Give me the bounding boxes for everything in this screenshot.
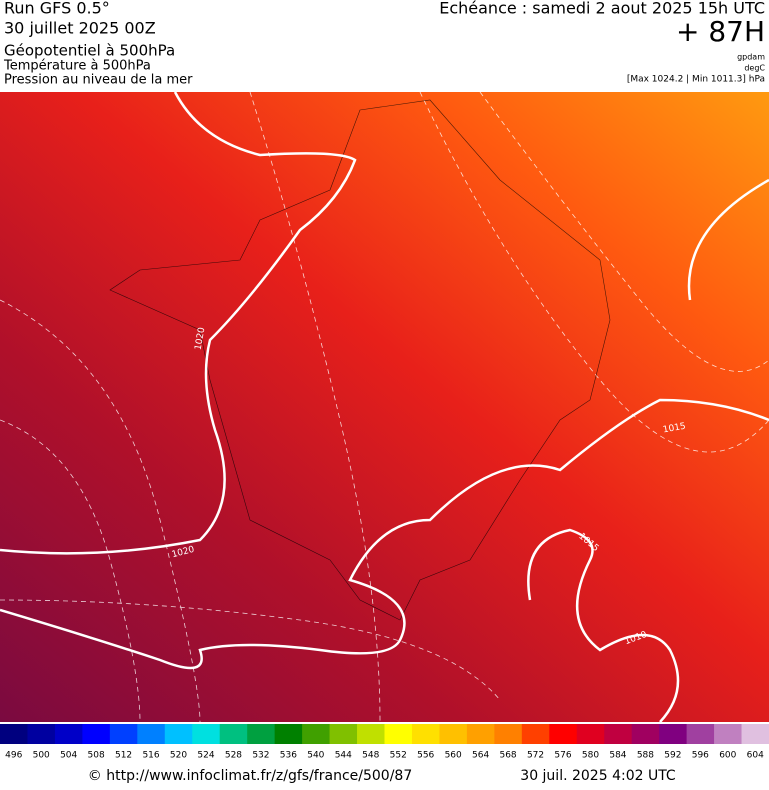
colorbar-tick-label: 556 [417, 751, 434, 761]
contour-label: 1015 [662, 422, 686, 436]
colorbar-tick-label: 584 [609, 751, 626, 761]
colorbar-swatch [164, 724, 193, 744]
generated-time: 30 juil. 2025 4:02 UTC [520, 768, 676, 784]
coastline [109, 99, 611, 621]
colorbar-swatch [54, 724, 83, 744]
valid-time: Echéance : samedi 2 aout 2025 15h UTC [439, 0, 765, 18]
map: 1020 1020 1015 1015 1010 [0, 91, 769, 723]
colorbar-swatch [109, 724, 138, 744]
colorbar-swatch [137, 724, 166, 744]
colorbar-swatch [439, 724, 468, 744]
colorbar-tick-label: 604 [747, 751, 764, 761]
colorbar-swatch [274, 724, 303, 744]
temperature-field [0, 92, 769, 722]
colorbar-tick-label: 536 [280, 751, 297, 761]
colorbar-swatch [384, 724, 413, 744]
colorbar-tick-label: 588 [637, 751, 654, 761]
colorbar-swatch [714, 724, 743, 744]
colorbar-tick-label: 568 [499, 751, 516, 761]
colorbar-swatch [247, 724, 276, 744]
colorbar-tick-label: 596 [692, 751, 709, 761]
colorbar-tick-label: 512 [115, 751, 132, 761]
colorbar-tick-label: 564 [472, 751, 489, 761]
colorbar-swatch [82, 724, 111, 744]
colorbar-tick-label: 508 [88, 751, 105, 761]
colorbar-swatch [549, 724, 578, 744]
colorbar-tick-label: 560 [445, 751, 462, 761]
colorbar-tick-label: 504 [60, 751, 77, 761]
colorbar-swatch [302, 724, 331, 744]
field: Géopotentiel à 500hPa [4, 42, 175, 60]
colorbar-swatch [659, 724, 688, 744]
colorbar-swatch [494, 724, 523, 744]
contour-label: 1020 [194, 326, 208, 351]
colorbar-tick-label: 540 [307, 751, 324, 761]
unit: degC [744, 64, 765, 73]
colorbar-tick-label: 552 [390, 751, 407, 761]
colorbar: 496 500 504 508 512 516 520 524 528 532 536 540 544 5… [0, 724, 769, 761]
geopotential-contours [0, 91, 769, 723]
colorbar-tick-label: 520 [170, 751, 187, 761]
colorbar-tick-label: 576 [554, 751, 571, 761]
colorbar-swatch [576, 724, 605, 744]
colorbar-swatch [521, 724, 550, 744]
run: Run GFS 0.5° [4, 0, 110, 18]
colorbar-swatch [631, 724, 660, 744]
colorbar-tick-label: 528 [225, 751, 242, 761]
colorbar-tick-label: 548 [362, 751, 379, 761]
pressure-isobars [0, 91, 769, 723]
colorbar-swatch [0, 724, 28, 744]
colorbar-tick-label: 516 [142, 751, 159, 761]
colorbar-tick-label: 500 [33, 751, 50, 761]
colorbar-swatch [741, 724, 769, 744]
pressure-range: [Max 1024.2 | Min 1011.3] hPa [627, 75, 765, 85]
colorbar-tick-label: 532 [252, 751, 269, 761]
run-date: 30 juillet 2025 00Z [4, 19, 156, 38]
colorbar-swatch [686, 724, 715, 744]
colorbar-swatch [357, 724, 385, 744]
colorbar-swatch [604, 724, 633, 744]
field: Pression au niveau de la mer [4, 73, 193, 88]
colorbar-swatch [466, 724, 495, 744]
source: © http://www.infoclimat.fr/z/gfs/france/… [88, 768, 412, 784]
colorbar-tick-label: 592 [664, 751, 681, 761]
colorbar-swatch [27, 724, 56, 744]
colorbar-swatch [329, 724, 358, 744]
colorbar-tick-label: 496 [5, 751, 22, 761]
colorbar-tick-label: 580 [582, 751, 599, 761]
field: Température à 500hPa [3, 59, 151, 74]
colorbar-swatch [411, 724, 440, 744]
colorbar-tick-label: 544 [335, 751, 352, 761]
colorbar-tick-label: 572 [527, 751, 544, 761]
unit: gpdam [737, 53, 765, 62]
colorbar-tick-label: 600 [719, 751, 736, 761]
colorbar-tick-label: 524 [197, 751, 214, 761]
lead-time: + 87H [676, 15, 765, 48]
colorbar-swatch [192, 724, 221, 744]
colorbar-swatch [219, 724, 248, 744]
